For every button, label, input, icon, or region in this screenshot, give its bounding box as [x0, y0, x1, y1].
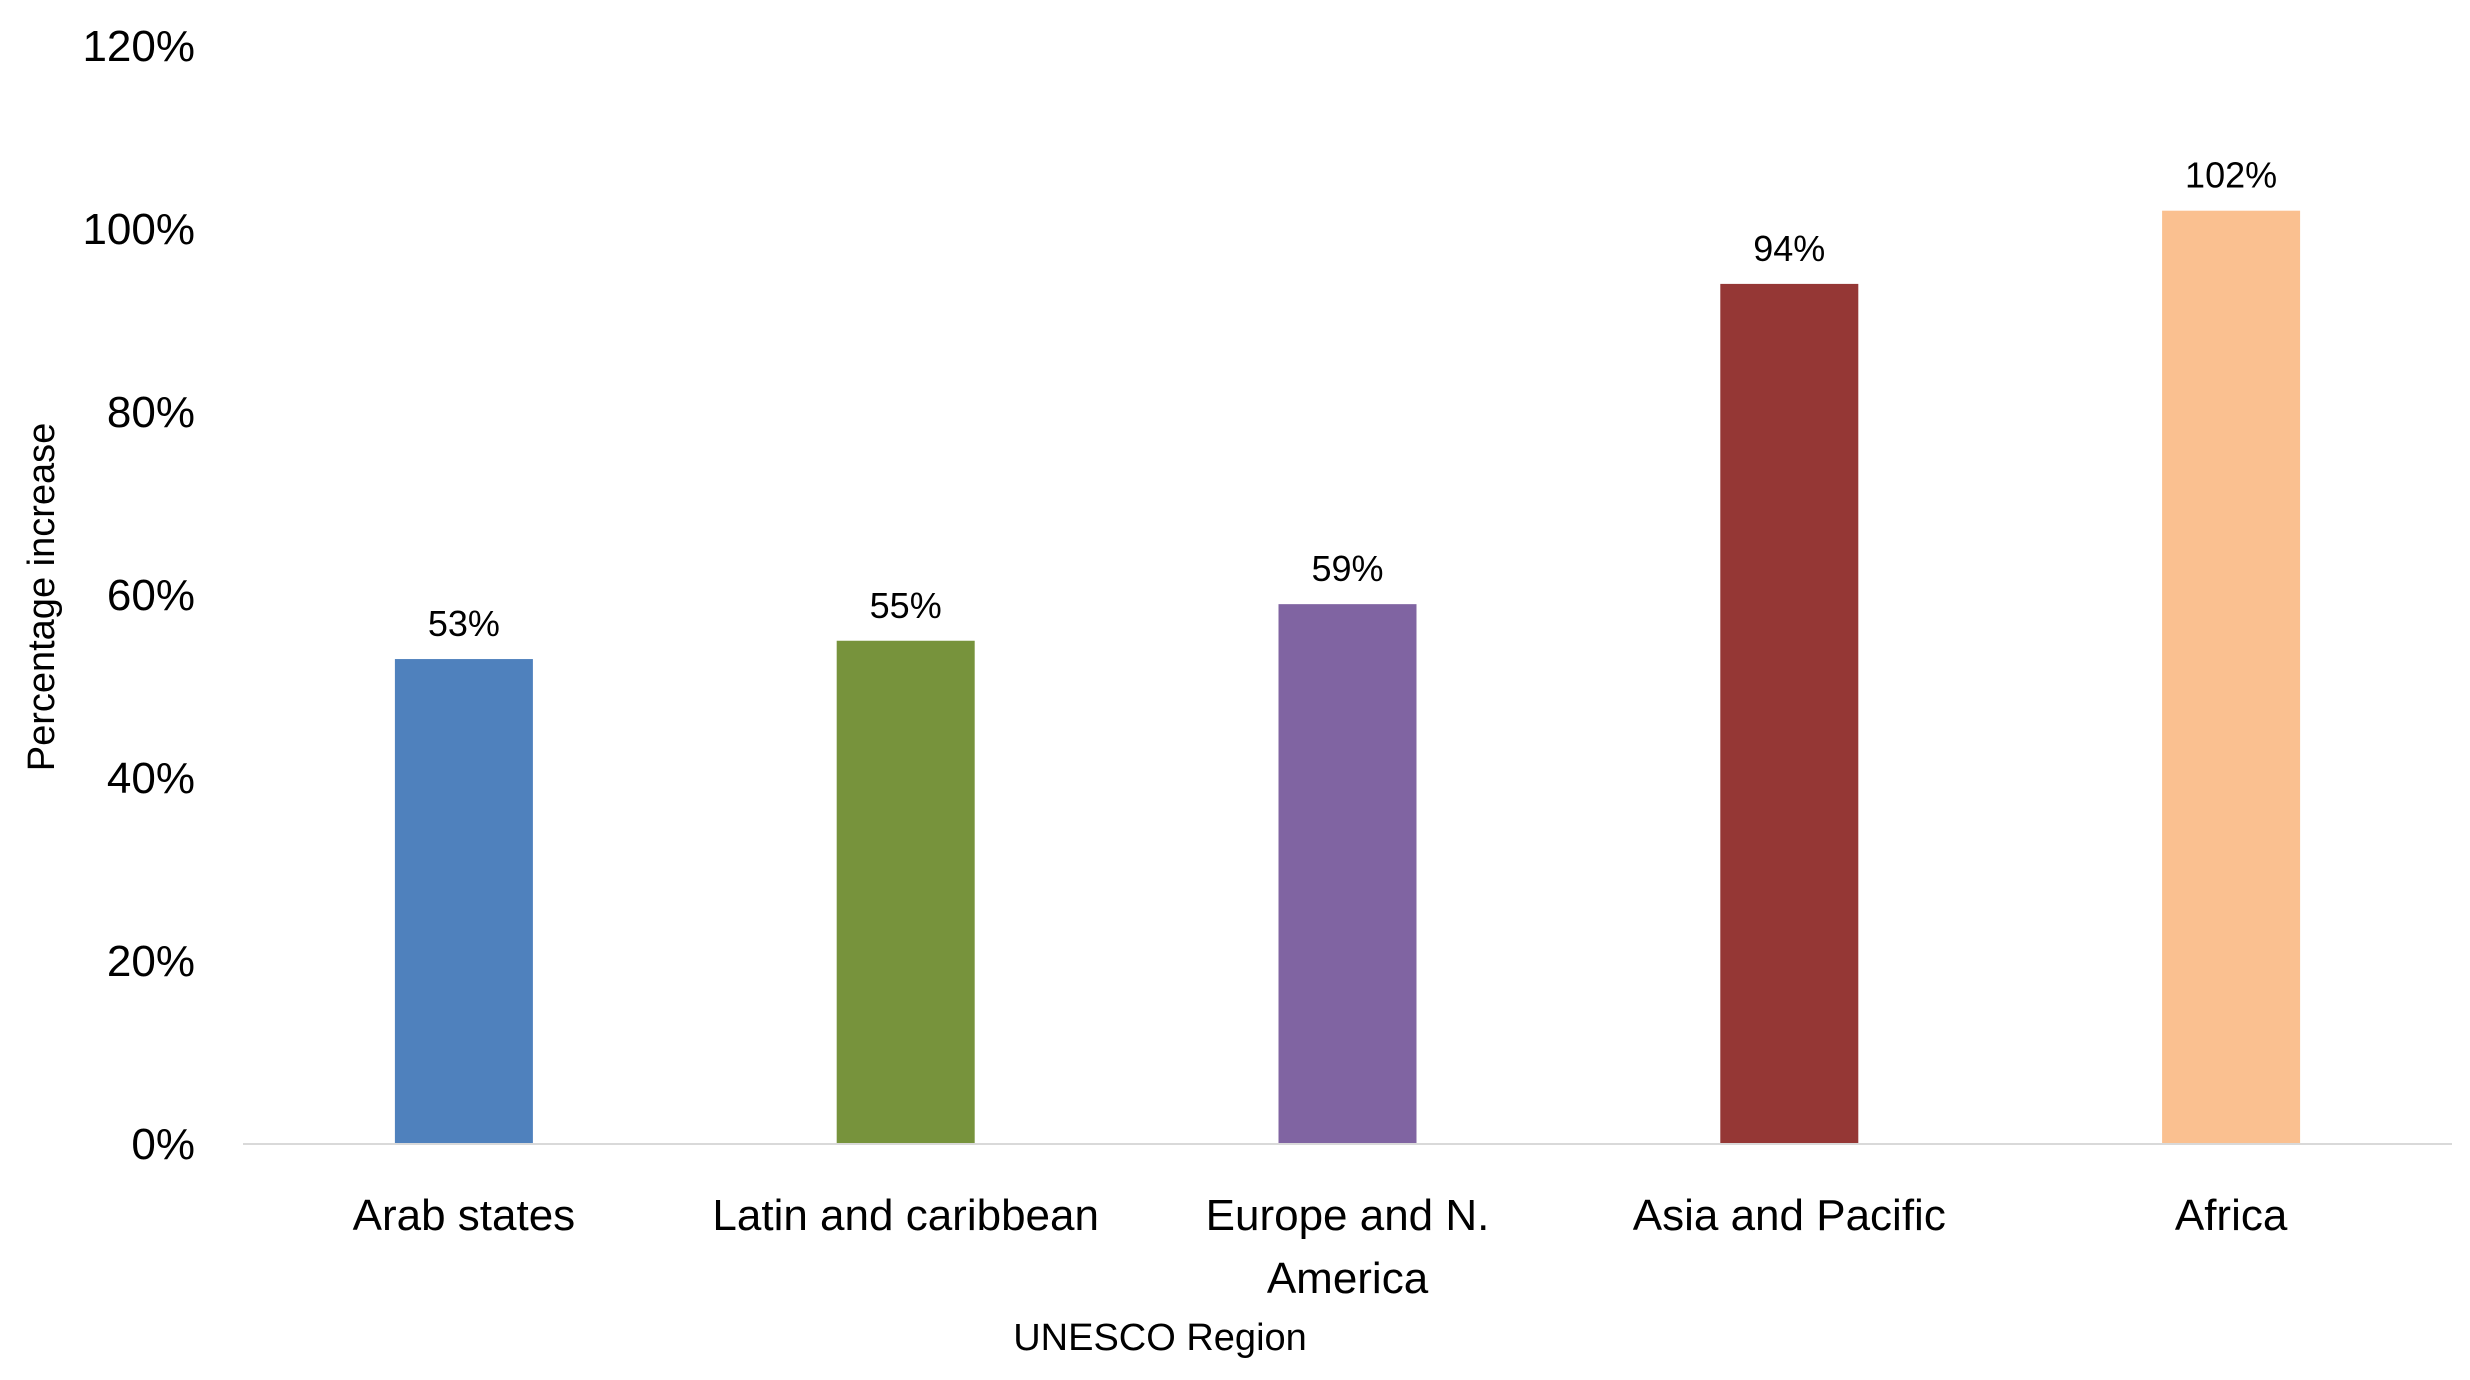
data-label: 102%	[2185, 155, 2277, 196]
data-label: 94%	[1753, 228, 1825, 269]
y-tick-label: 120%	[82, 22, 195, 71]
bar	[394, 659, 533, 1144]
bar	[1720, 283, 1859, 1144]
data-labels-group: 53% 55% 59% 94% 102%	[428, 155, 2277, 644]
data-label: 59%	[1311, 548, 1383, 589]
data-label: 55%	[870, 585, 942, 626]
x-tick-label: Africa	[2175, 1191, 2288, 1240]
x-tick-label: Latin and caribbean	[712, 1191, 1099, 1240]
y-tick-label: 0%	[131, 1120, 195, 1169]
bar	[2162, 210, 2301, 1144]
bar	[1278, 604, 1417, 1144]
x-tick-label: Europe and N. America	[1206, 1191, 1490, 1303]
y-tick-label: 100%	[82, 205, 195, 254]
y-tick-label: 80%	[107, 388, 195, 437]
y-tick-label: 60%	[107, 571, 195, 620]
y-axis-title: Percentage increase	[21, 423, 63, 772]
x-tick-label: Arab states	[353, 1191, 576, 1240]
x-axis-title: UNESCO Region	[1013, 1317, 1307, 1359]
y-axis-ticks: 0% 20% 40% 60% 80% 100% 120%	[82, 22, 195, 1169]
y-tick-label: 40%	[107, 754, 195, 803]
bars-group	[394, 210, 2301, 1144]
y-tick-label: 20%	[107, 937, 195, 986]
data-label: 53%	[428, 603, 500, 644]
x-axis-ticks: Arab states Latin and caribbean Europe and…	[353, 1191, 2288, 1303]
bar	[836, 640, 975, 1144]
x-tick-label: Asia and Pacific	[1633, 1191, 1946, 1240]
